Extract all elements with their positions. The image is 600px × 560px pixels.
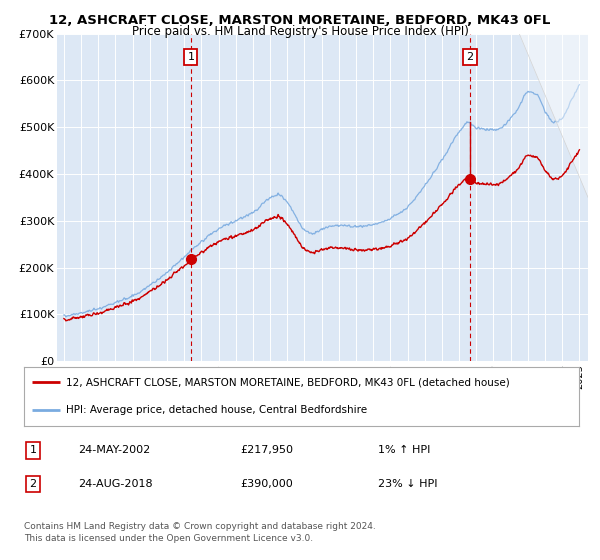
Text: 2: 2 — [467, 52, 473, 62]
Text: 1: 1 — [187, 52, 194, 62]
Text: 12, ASHCRAFT CLOSE, MARSTON MORETAINE, BEDFORD, MK43 0FL (detached house): 12, ASHCRAFT CLOSE, MARSTON MORETAINE, B… — [65, 377, 509, 387]
Text: 23% ↓ HPI: 23% ↓ HPI — [378, 479, 437, 489]
Text: Contains HM Land Registry data © Crown copyright and database right 2024.: Contains HM Land Registry data © Crown c… — [24, 522, 376, 531]
Text: £390,000: £390,000 — [240, 479, 293, 489]
Text: 12, ASHCRAFT CLOSE, MARSTON MORETAINE, BEDFORD, MK43 0FL: 12, ASHCRAFT CLOSE, MARSTON MORETAINE, B… — [49, 14, 551, 27]
Text: 24-MAY-2002: 24-MAY-2002 — [78, 445, 150, 455]
Text: 2: 2 — [29, 479, 37, 489]
Text: £217,950: £217,950 — [240, 445, 293, 455]
Text: 1% ↑ HPI: 1% ↑ HPI — [378, 445, 430, 455]
Polygon shape — [519, 34, 588, 197]
Text: HPI: Average price, detached house, Central Bedfordshire: HPI: Average price, detached house, Cent… — [65, 405, 367, 416]
Text: This data is licensed under the Open Government Licence v3.0.: This data is licensed under the Open Gov… — [24, 534, 313, 543]
Text: 1: 1 — [29, 445, 37, 455]
Text: Price paid vs. HM Land Registry's House Price Index (HPI): Price paid vs. HM Land Registry's House … — [131, 25, 469, 38]
Text: 24-AUG-2018: 24-AUG-2018 — [78, 479, 152, 489]
